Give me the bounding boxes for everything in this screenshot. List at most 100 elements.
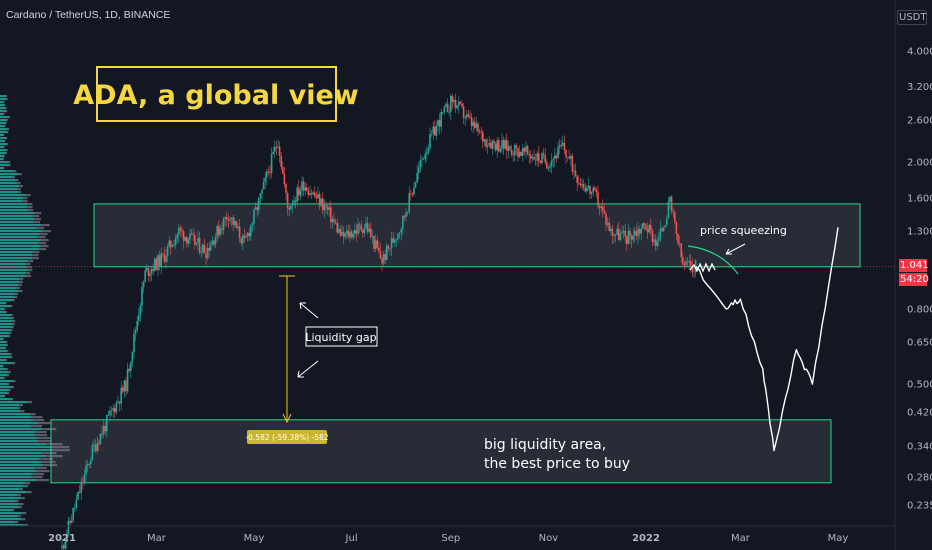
price-axis[interactable]: 4.000 3.200 2.600 2.000 1.600 1.300 0.800 0.650…	[894, 0, 932, 550]
candle-body	[453, 100, 455, 102]
candle-body	[424, 154, 426, 159]
volume-bar	[0, 365, 4, 368]
candle-body	[637, 229, 639, 236]
volume-bar	[0, 350, 7, 353]
candle-body	[546, 162, 548, 169]
candle-body	[686, 261, 689, 263]
candle-body	[254, 207, 257, 210]
candle-body	[525, 146, 527, 152]
candle-body	[213, 240, 215, 245]
candle-body	[520, 151, 522, 156]
candle-body	[490, 143, 492, 149]
candle-body	[258, 197, 260, 211]
candle-body	[563, 142, 566, 151]
volume-bar	[6, 98, 8, 101]
candle-body	[683, 264, 686, 266]
time-tick-label: Jul	[345, 533, 358, 544]
candle-body	[459, 101, 462, 104]
volume-bar	[22, 197, 28, 200]
candle-body	[162, 253, 164, 255]
volume-bar	[0, 461, 42, 464]
candle-body	[394, 240, 396, 243]
price-tick-label: 1.300	[907, 227, 932, 238]
candle-body	[661, 228, 663, 232]
volume-bar	[0, 434, 35, 437]
volume-bar	[0, 203, 28, 206]
volume-bar	[6, 131, 9, 134]
volume-bar	[0, 287, 17, 290]
volume-bar	[17, 182, 21, 185]
candle-body	[61, 545, 63, 548]
candle-body	[117, 401, 119, 403]
volume-bar	[0, 197, 23, 200]
price-tick-label: 1.600	[907, 193, 932, 204]
candle-body	[456, 105, 458, 109]
candle-body	[246, 232, 249, 237]
candle-body	[307, 191, 310, 195]
volume-bar	[0, 230, 43, 233]
candle-body	[274, 146, 276, 152]
volume-bar	[0, 134, 4, 137]
candle-body	[189, 233, 191, 240]
candle-body	[267, 171, 270, 173]
candle-body	[149, 273, 151, 276]
candle-body	[98, 443, 100, 445]
candle-body	[445, 103, 447, 107]
volume-bar	[21, 512, 27, 515]
candle-body	[589, 185, 591, 194]
volume-bar	[0, 479, 37, 482]
candle-body	[680, 243, 682, 258]
volume-bar	[27, 203, 33, 206]
time-axis[interactable]: 2021 Mar May Jul Sep Nov 2022 Mar May	[0, 525, 895, 544]
candle-body	[630, 236, 633, 240]
candle-body	[126, 368, 129, 392]
volume-bar	[24, 482, 30, 485]
candle-body	[400, 229, 402, 233]
volume-bar	[51, 446, 70, 449]
candle-body	[654, 239, 657, 247]
candle-body	[530, 155, 532, 159]
currency-label[interactable]: USDT	[897, 10, 927, 25]
candle-body	[230, 217, 233, 219]
candle-body	[688, 261, 690, 263]
volume-bar	[0, 188, 18, 191]
volume-bar	[3, 338, 4, 341]
candle-body	[323, 205, 326, 211]
candle-body	[184, 237, 186, 241]
volume-bar	[3, 167, 5, 170]
volume-bar	[13, 170, 17, 173]
volume-bar	[37, 440, 52, 443]
price-tick-label: 0.800	[907, 304, 932, 315]
volume-bar	[0, 359, 6, 362]
volume-bar	[0, 206, 28, 209]
candle-body	[491, 140, 494, 149]
volume-bar	[0, 161, 9, 164]
volume-bar	[0, 245, 41, 248]
volume-bar	[0, 125, 5, 128]
candle-body	[294, 200, 297, 202]
candle-body	[125, 380, 127, 392]
volume-bar	[0, 341, 7, 344]
candle-body	[248, 232, 250, 237]
candle-body	[621, 232, 623, 234]
price-tick-label: 2.000	[907, 158, 932, 169]
candle-body	[634, 231, 636, 236]
volume-bar	[5, 95, 8, 98]
volume-bar	[10, 356, 13, 359]
candle-body	[614, 234, 617, 236]
volume-bar	[0, 290, 19, 293]
volume-bar	[0, 491, 27, 494]
volume-bar	[0, 200, 23, 203]
candle-body	[410, 193, 412, 194]
candle-body	[669, 196, 671, 202]
candle-body	[69, 520, 71, 523]
candle-body	[554, 155, 556, 159]
volume-bar	[0, 311, 6, 314]
candle-body	[595, 189, 598, 193]
candle-body	[341, 231, 343, 236]
volume-bar	[18, 290, 23, 293]
candle-body	[382, 254, 385, 264]
volume-bar	[17, 188, 21, 191]
candle-body	[402, 215, 404, 230]
